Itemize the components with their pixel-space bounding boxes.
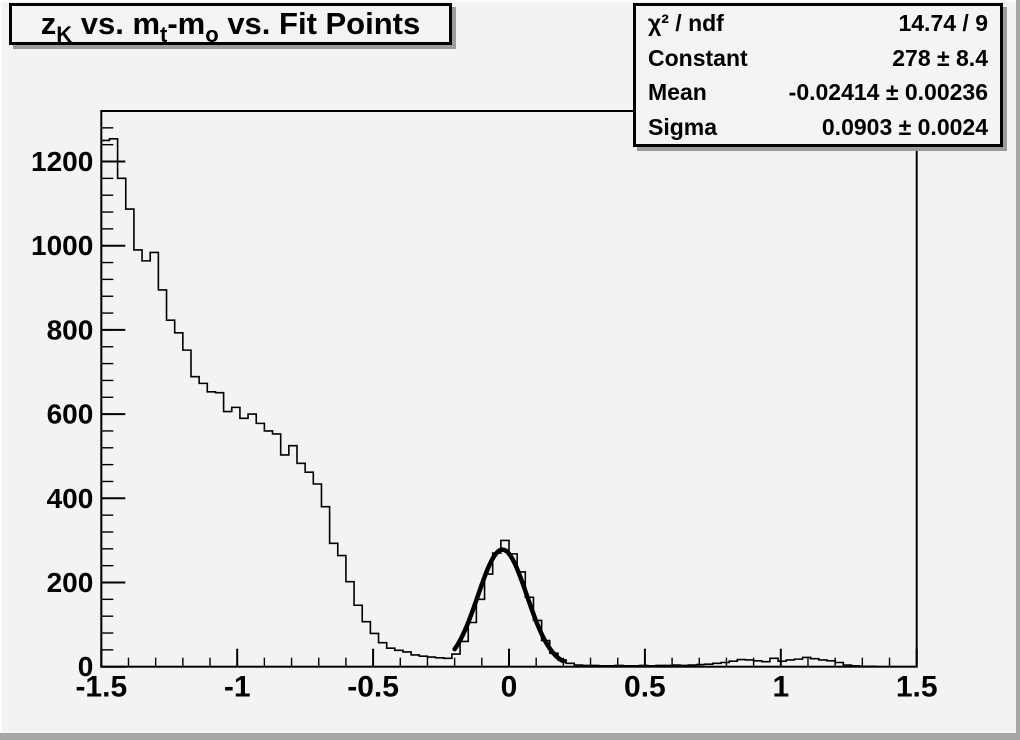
stats-value-mean: -0.02414 ± 0.00236: [788, 79, 988, 106]
title-seg-3-sub: t: [160, 22, 168, 47]
stats-row-constant: Constant 278 ± 8.4: [636, 41, 1000, 75]
stats-label-constant: Constant: [648, 44, 748, 71]
gaussian-fit-curve: [452, 547, 566, 664]
title-box: zK vs. mt-mo vs. Fit Points: [9, 3, 452, 47]
title-seg-1-sub: K: [56, 22, 73, 47]
stats-row-mean: Mean -0.02414 ± 0.00236: [636, 75, 1000, 109]
y-tick-label: 1200: [31, 146, 93, 177]
x-tick-label: 0: [501, 671, 518, 704]
histogram-line: [100, 137, 917, 668]
stats-label-sigma: Sigma: [648, 113, 718, 140]
stats-row-sigma: Sigma 0.0903 ± 0.0024: [636, 110, 1000, 144]
y-tick-label: 1000: [31, 230, 93, 261]
canvas-border-bottom: [0, 733, 1020, 740]
stats-value-chi2: 14.74 / 9: [898, 10, 988, 37]
stats-label-chi2: χ² / ndf: [648, 10, 724, 37]
x-tick-label: -1.5: [75, 671, 127, 704]
stats-row-chi2: χ² / ndf 14.74 / 9: [636, 6, 1000, 40]
title-seg-0: z: [40, 6, 57, 41]
x-tick-label: 1.5: [896, 671, 938, 704]
stats-label-mean: Mean: [648, 79, 707, 106]
canvas-border-right: [1016, 0, 1020, 740]
title-seg-5-sub: o: [205, 22, 219, 47]
x-tick-label: 1: [772, 671, 789, 704]
y-tick-label: 0: [78, 651, 94, 682]
stats-value-constant: 278 ± 8.4: [892, 44, 988, 71]
stats-value-sigma: 0.0903 ± 0.0024: [821, 113, 988, 140]
title-seg-6: vs. Fit Points: [218, 6, 421, 41]
x-tick-label: -0.5: [347, 671, 399, 704]
y-tick-label: 600: [47, 399, 94, 430]
x-tick-label: 0.5: [624, 671, 666, 704]
canvas-border-left: [0, 0, 2, 740]
stats-box: χ² / ndf 14.74 / 9 Constant 278 ± 8.4 Me…: [633, 3, 1003, 147]
plot-frame: [100, 110, 918, 668]
x-tick-label: -1: [224, 671, 251, 704]
title-seg-4: -m: [167, 6, 206, 41]
y-tick-label: 800: [47, 314, 94, 345]
title-text: zK vs. mt-mo vs. Fit Points: [40, 6, 421, 47]
y-tick-label: 200: [47, 567, 94, 598]
y-tick-label: 400: [47, 483, 94, 514]
title-seg-2: vs. m: [72, 6, 161, 41]
canvas-border-top: [0, 0, 1020, 2]
